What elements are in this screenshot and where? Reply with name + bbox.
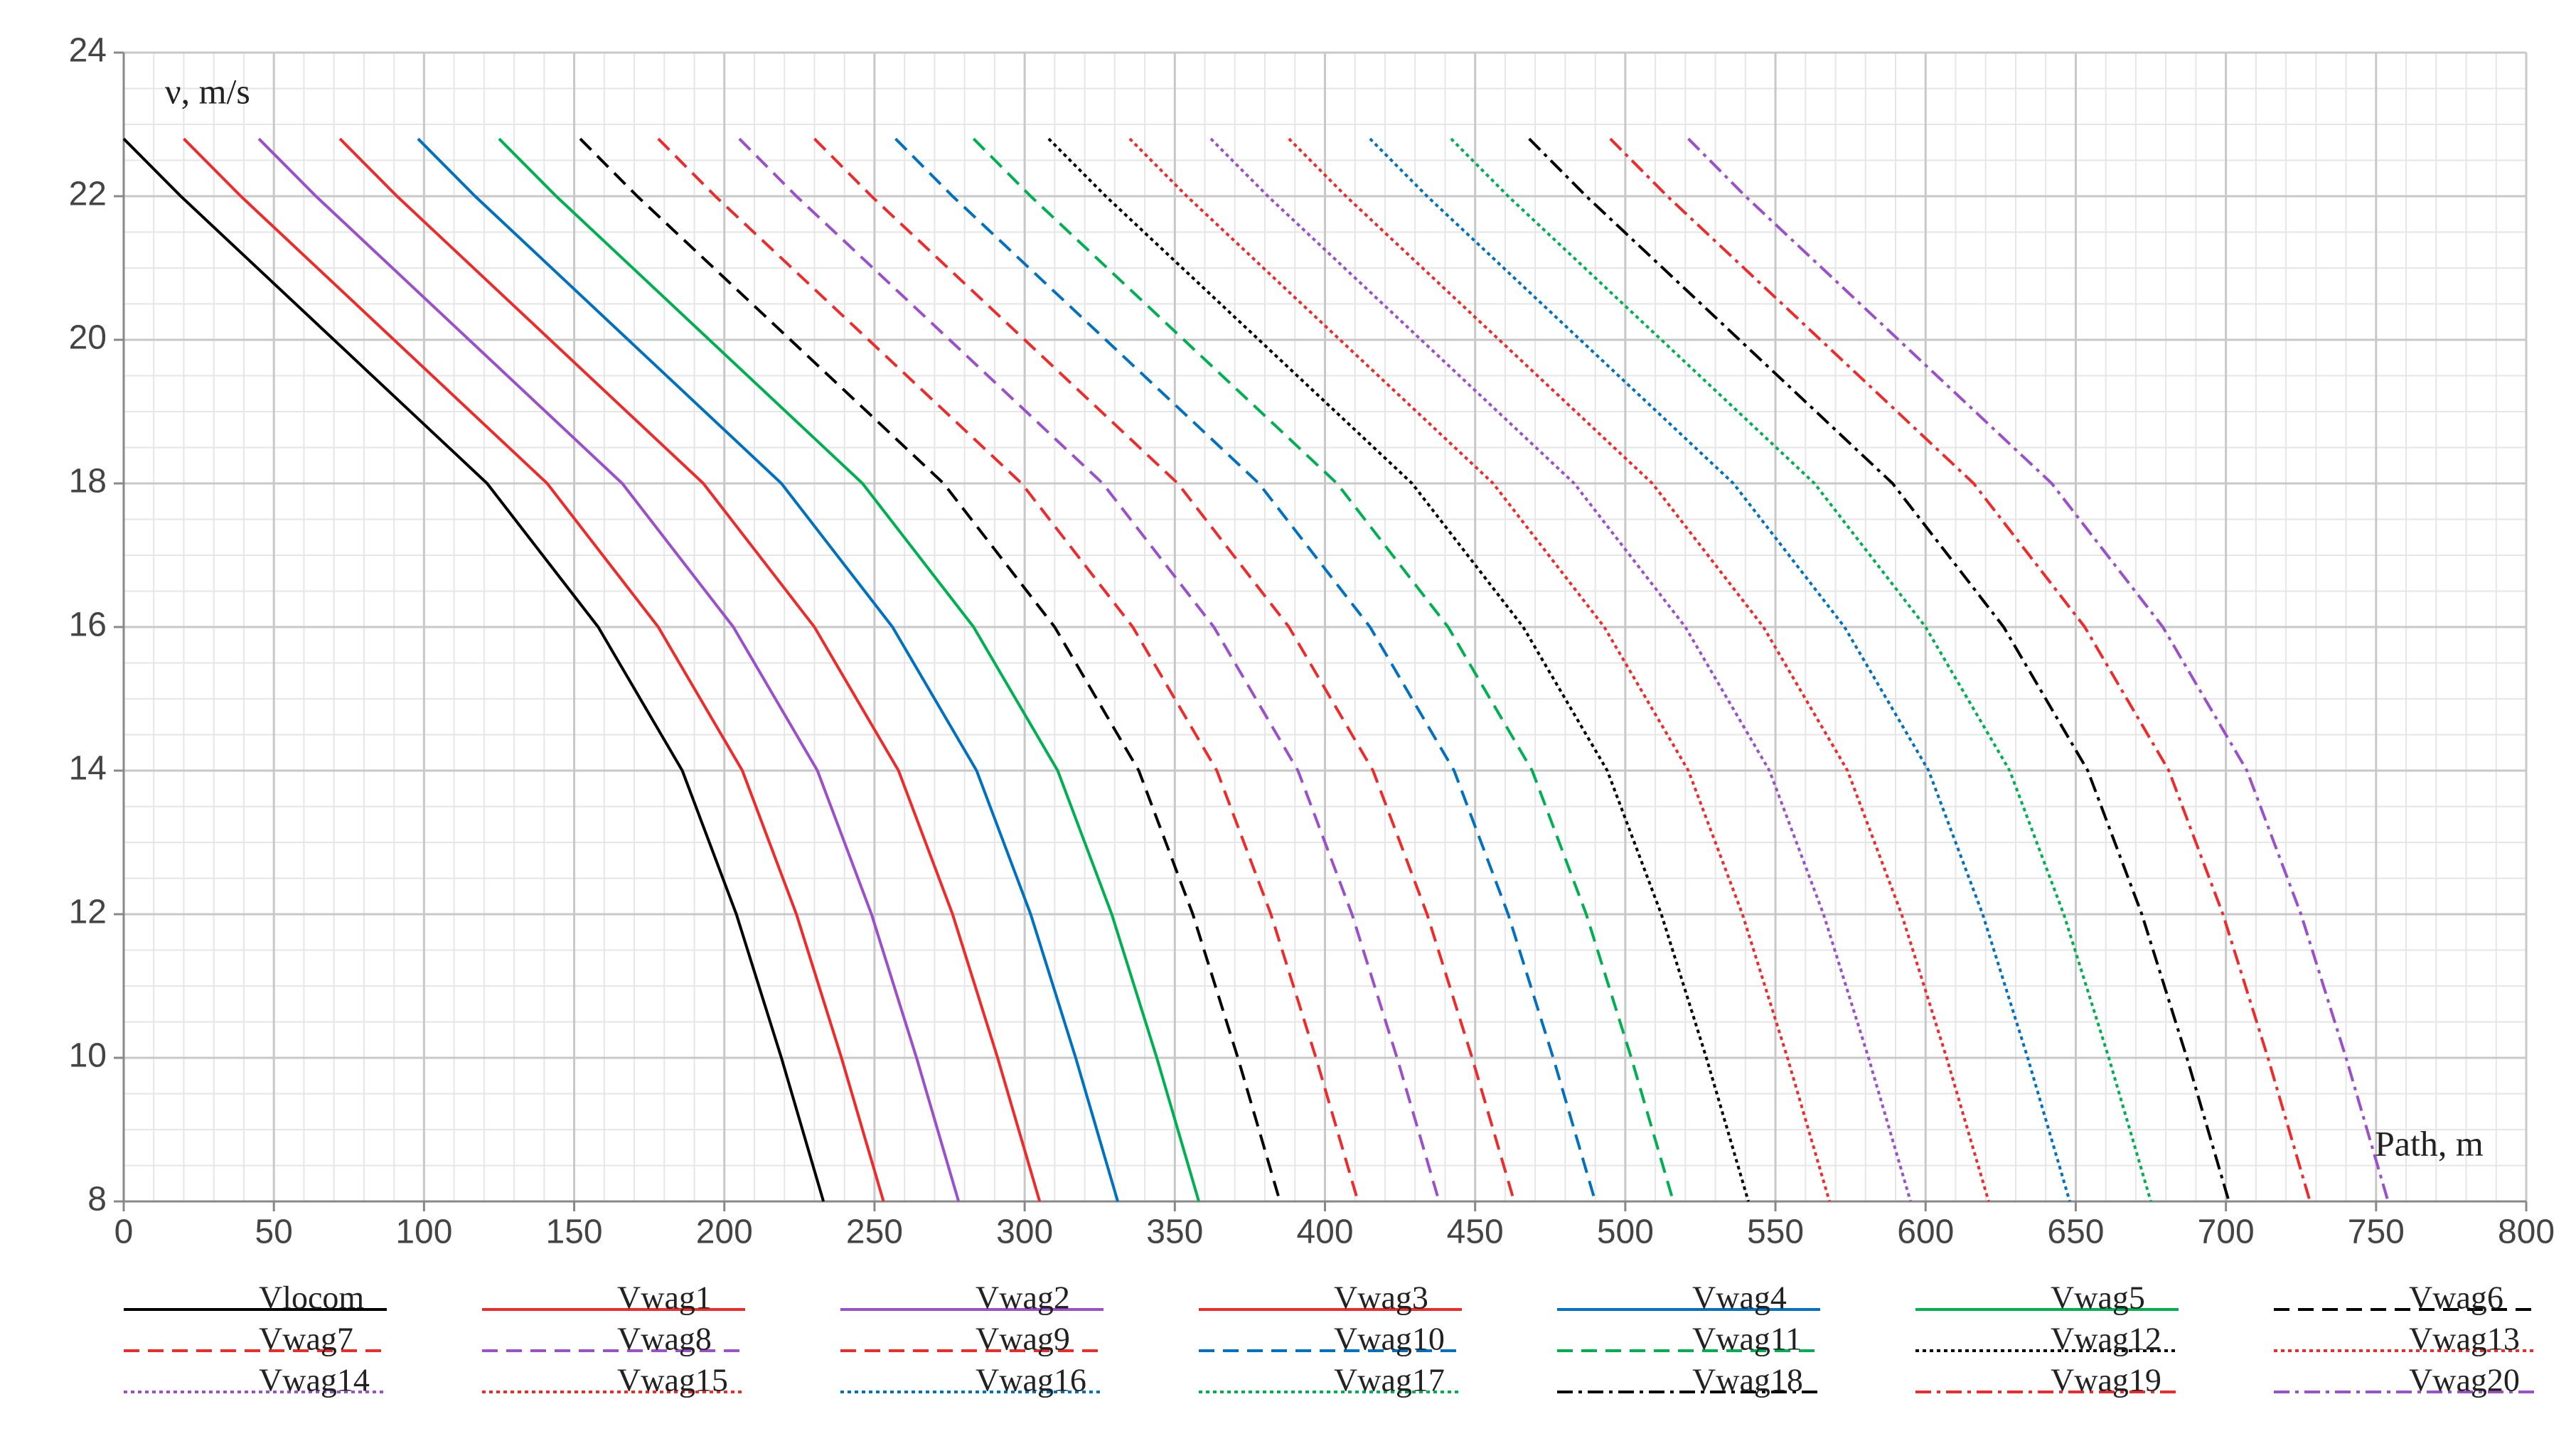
- legend-label: Vwag16: [976, 1362, 1086, 1398]
- series-line: [972, 137, 1675, 1202]
- series-line: [257, 137, 961, 1202]
- x-axis-label: Path, m: [2375, 1123, 2484, 1163]
- legend-label: Vwag10: [1334, 1321, 1445, 1357]
- series-line: [338, 137, 1042, 1202]
- series-line: [657, 137, 1359, 1202]
- plot-lines: [122, 137, 2390, 1202]
- legend-label: Vwag6: [2409, 1280, 2503, 1316]
- x-tick-label: 450: [1447, 1214, 1504, 1251]
- x-tick-label: 200: [696, 1214, 753, 1251]
- series-line: [738, 137, 1441, 1202]
- series-line: [183, 137, 885, 1202]
- y-tick-label: 16: [69, 606, 107, 644]
- legend-label: Vwag15: [617, 1362, 728, 1398]
- series-line: [579, 137, 1282, 1202]
- legend-label: Vwag12: [2051, 1321, 2161, 1357]
- x-tick-label: 100: [395, 1214, 452, 1251]
- x-tick-label: 250: [846, 1214, 903, 1251]
- series-line: [1450, 137, 2152, 1202]
- y-tick-label: 22: [69, 176, 107, 213]
- series-line: [1528, 137, 2230, 1202]
- series-line: [894, 137, 1597, 1202]
- series-line: [1609, 137, 2312, 1202]
- legend-label: Vwag1: [617, 1280, 712, 1316]
- x-tick-label: 350: [1146, 1214, 1203, 1251]
- series-line: [1687, 137, 2390, 1202]
- y-tick-label: 20: [69, 319, 107, 357]
- legend-label: Vwag13: [2409, 1321, 2520, 1357]
- series-line: [1288, 137, 1990, 1202]
- y-axis-label: ν, m/s: [165, 71, 250, 111]
- legend-label: Vwag18: [1692, 1362, 1803, 1398]
- legend-label: Vwag11: [1692, 1321, 1802, 1357]
- series-line: [498, 137, 1201, 1202]
- legend-label: Vwag19: [2051, 1362, 2161, 1398]
- series-line: [1047, 137, 1750, 1202]
- legend-label: Vwag8: [617, 1321, 712, 1357]
- legend-label: Vlocom: [259, 1280, 364, 1316]
- legend-label: Vwag4: [1692, 1280, 1787, 1316]
- legend-label: Vwag9: [976, 1321, 1070, 1357]
- x-tick-label: 650: [2047, 1214, 2104, 1251]
- x-tick-label: 500: [1597, 1214, 1654, 1251]
- x-tick-label: 550: [1747, 1214, 1804, 1251]
- y-tick-label: 24: [69, 32, 107, 70]
- y-tick-label: 14: [69, 750, 107, 788]
- series-line: [417, 137, 1119, 1202]
- y-tick-label: 12: [69, 894, 107, 931]
- legend-label: Vwag2: [976, 1280, 1070, 1316]
- y-tick-label: 18: [69, 463, 107, 500]
- x-tick-label: 800: [2498, 1214, 2555, 1251]
- legend-label: Vwag20: [2409, 1362, 2520, 1398]
- x-tick-label: 750: [2348, 1214, 2405, 1251]
- x-tick-label: 700: [2198, 1214, 2255, 1251]
- x-tick-label: 400: [1296, 1214, 1353, 1251]
- legend-label: Vwag7: [259, 1321, 353, 1357]
- y-tick-label: 8: [87, 1181, 107, 1218]
- legend-label: Vwag14: [259, 1362, 370, 1398]
- series-line: [813, 137, 1516, 1202]
- x-tick-label: 300: [996, 1214, 1053, 1251]
- x-tick-label: 600: [1897, 1214, 1954, 1251]
- legend-label: Vwag17: [1334, 1362, 1445, 1398]
- x-tick-label: 50: [255, 1214, 292, 1251]
- series-line: [122, 137, 825, 1202]
- legend-label: Vwag3: [1334, 1280, 1428, 1316]
- grid: 0 50 100 150 200 250 300 350 400 450 500 550 600 650 7…: [69, 32, 2555, 1251]
- x-tick-label: 0: [114, 1214, 134, 1251]
- legend: Vlocom Vwag1 Vwag2 Vwag3 Vwag4 Vwag5 Vwag6 Vwag…: [124, 1280, 2537, 1398]
- series-line: [1209, 137, 1913, 1202]
- legend-label: Vwag5: [2051, 1280, 2145, 1316]
- y-tick-label: 10: [69, 1037, 107, 1075]
- x-tick-label: 150: [546, 1214, 603, 1251]
- series-line: [1128, 137, 1832, 1202]
- series-line: [1369, 137, 2071, 1202]
